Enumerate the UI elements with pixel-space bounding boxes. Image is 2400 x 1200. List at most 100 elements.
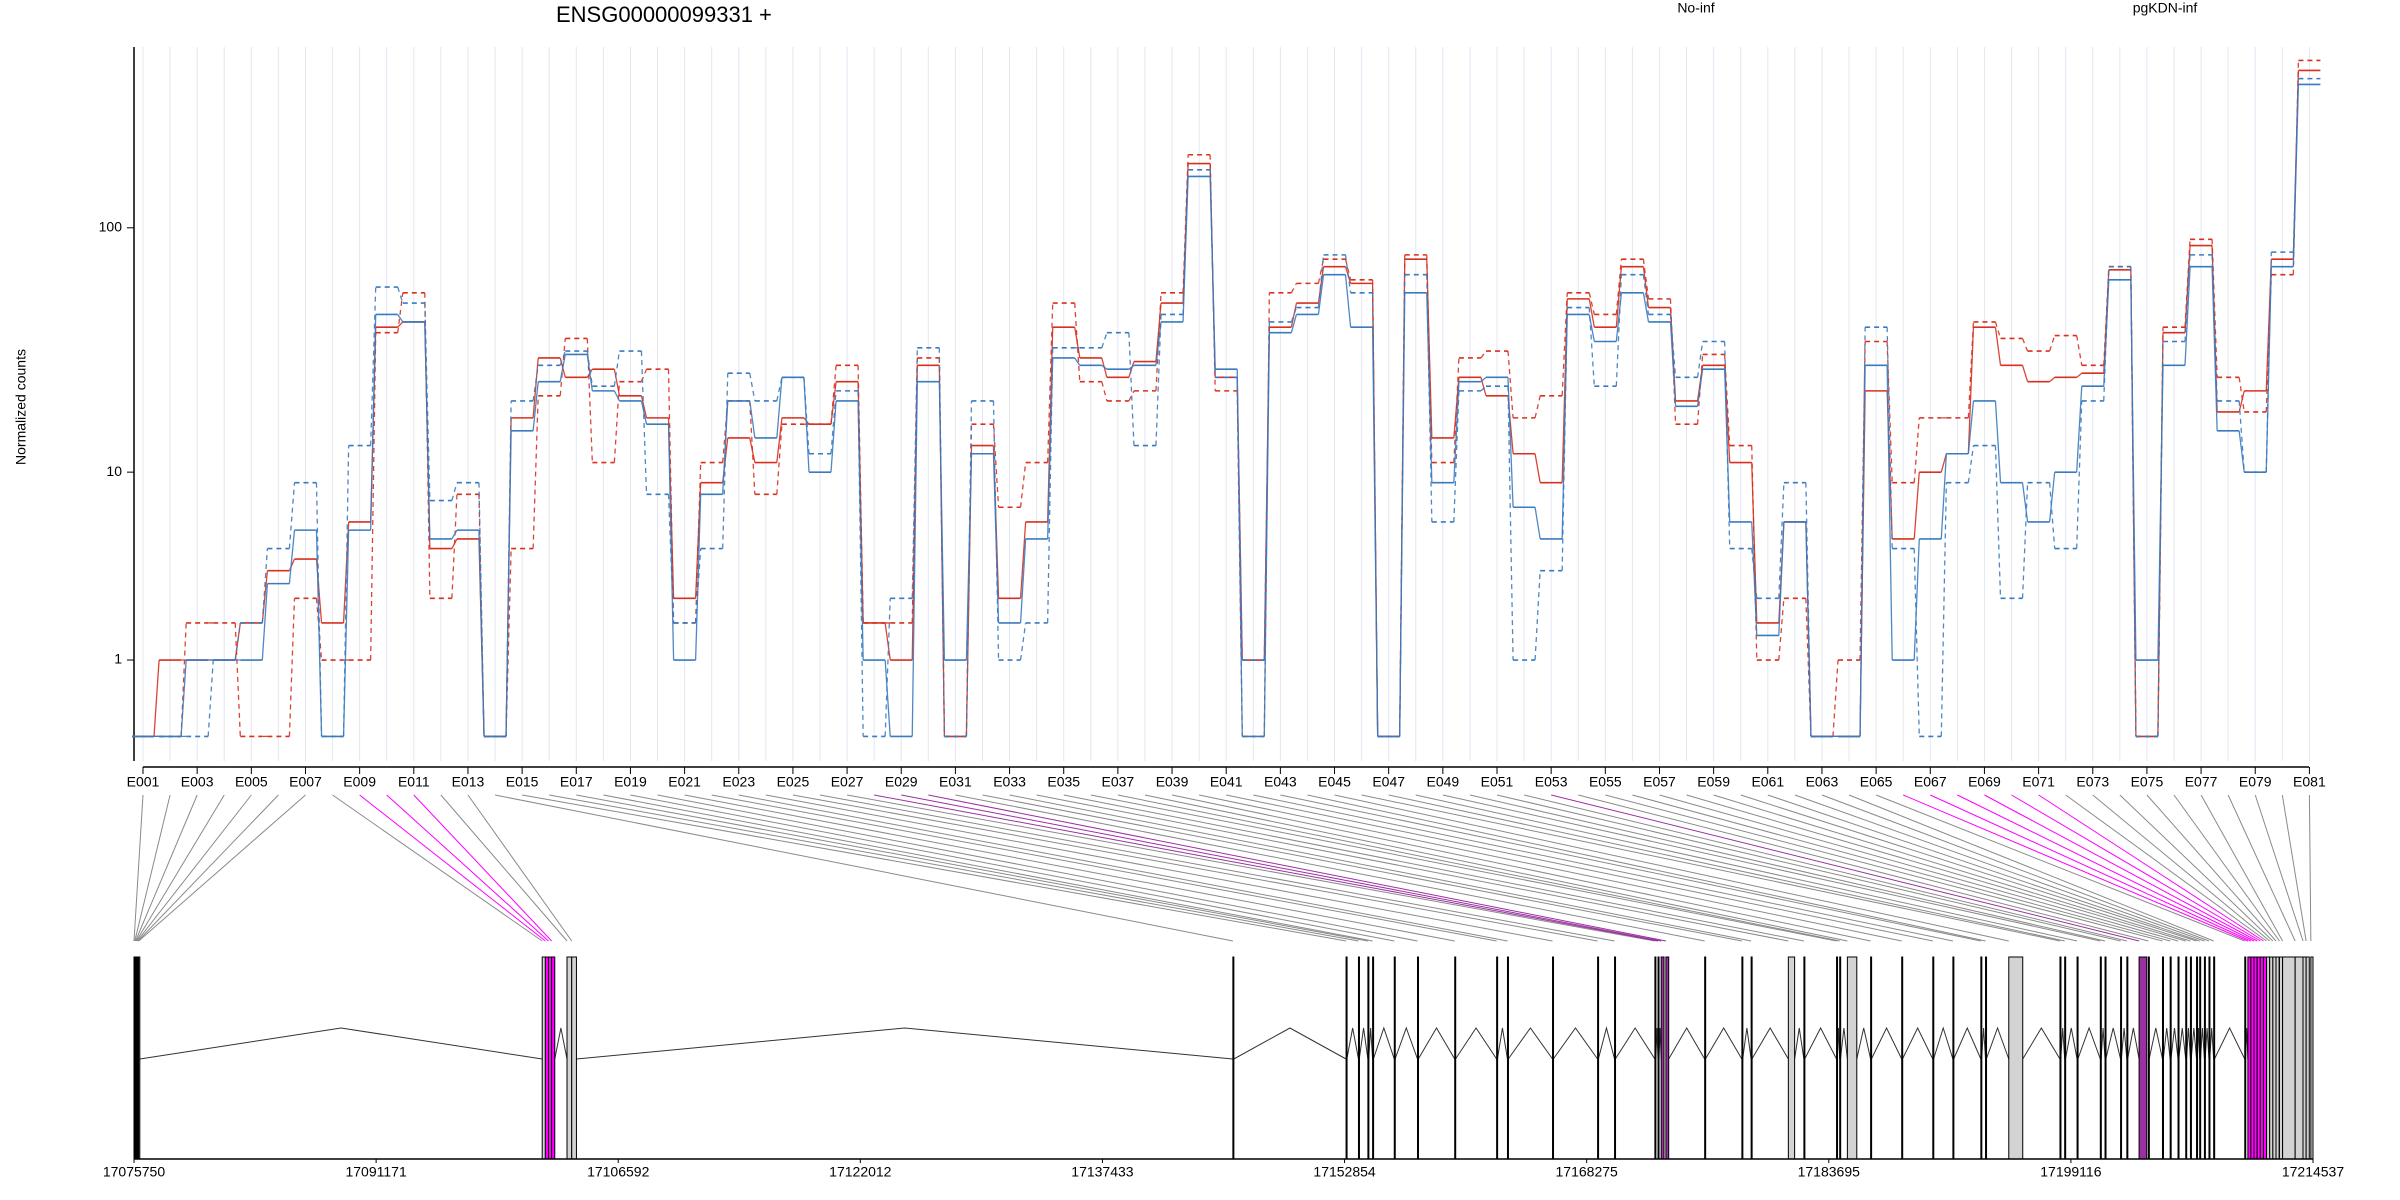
exon <box>1552 956 1555 1160</box>
exon-link <box>2227 794 2296 942</box>
exon-link <box>819 794 1615 942</box>
exon <box>571 956 577 1160</box>
exon <box>2126 956 2129 1160</box>
y-tick-label: 10 <box>106 463 122 479</box>
exon <box>566 956 573 1160</box>
y-axis-label: Normalized counts <box>13 349 29 465</box>
exon-link <box>413 794 552 942</box>
x-tick-label: E015 <box>506 774 539 790</box>
exon-link <box>1334 794 2009 942</box>
exon <box>2104 956 2107 1160</box>
exon-link <box>1226 794 1933 942</box>
exon-link <box>549 794 1359 942</box>
x-tick-label: E039 <box>1156 774 1189 790</box>
exon <box>2161 956 2164 1160</box>
genomic-tick-label: 17075750 <box>103 1164 166 1180</box>
intron <box>1394 1026 1418 1060</box>
exon <box>2064 956 2067 1160</box>
x-tick-label: E003 <box>181 774 214 790</box>
exon-link <box>135 794 225 942</box>
exon-link <box>440 794 568 942</box>
intron <box>2105 1027 2122 1060</box>
intron <box>1751 1027 1789 1060</box>
exon-link <box>2038 794 2264 942</box>
intron <box>1742 1027 1752 1060</box>
x-tick-label: E077 <box>2185 774 2218 790</box>
exon-link <box>1361 794 2061 942</box>
exon-link <box>1063 794 1804 942</box>
x-tick-label: E029 <box>885 774 918 790</box>
exon <box>1345 956 1348 1160</box>
intron <box>1233 1027 1347 1060</box>
exon-link <box>1280 794 1981 942</box>
exon-link <box>1632 794 2171 942</box>
intron <box>1552 1027 1598 1060</box>
exon <box>2099 956 2102 1160</box>
genomic-tick-label: 17152854 <box>1313 1164 1376 1180</box>
x-tick-label: E067 <box>1914 774 1947 790</box>
intron <box>2178 1027 2187 1060</box>
intron <box>1597 1026 1616 1060</box>
x-tick-label: E041 <box>1210 774 1243 790</box>
exon <box>1657 956 1660 1160</box>
y-tick-label: 100 <box>99 219 123 235</box>
exon-link <box>1551 794 2140 942</box>
x-tick-label: E043 <box>1264 774 1297 790</box>
x-tick-label: E019 <box>614 774 647 790</box>
genomic-tick-label: 17168275 <box>1556 1164 1619 1180</box>
exon <box>1846 956 1858 1160</box>
x-tick-label: E007 <box>289 774 322 790</box>
exon <box>1901 956 1904 1160</box>
exon <box>1393 956 1396 1160</box>
genomic-tick-label: 17106592 <box>587 1164 650 1180</box>
exon-link <box>576 794 1368 942</box>
exon-link <box>1307 794 1986 942</box>
exon-link <box>1469 794 2106 942</box>
intron <box>2170 1027 2179 1060</box>
exon-link <box>874 794 1659 942</box>
exon-link <box>1659 794 2179 942</box>
exon <box>1660 956 1665 1160</box>
exon-link <box>386 794 549 942</box>
intron <box>1902 1026 1934 1060</box>
exon <box>1665 956 1670 1160</box>
exon-link <box>1199 794 1902 942</box>
exon-link <box>2092 794 2271 942</box>
exon <box>1506 956 1509 1160</box>
exon <box>2008 956 2024 1160</box>
exon <box>1614 956 1617 1160</box>
x-tick-label: E051 <box>1481 774 1514 790</box>
exon <box>2196 956 2199 1160</box>
exon-link <box>1875 794 2245 942</box>
exon-link <box>792 794 1598 942</box>
exon-link <box>2173 794 2280 942</box>
exon-link <box>630 794 1395 942</box>
exon-link <box>928 794 1666 942</box>
exon <box>1980 956 1983 1160</box>
exon-link <box>1253 794 1953 942</box>
intron <box>1985 1026 2010 1060</box>
exon-link <box>1578 794 2149 942</box>
exon-link <box>1686 794 2186 942</box>
exon-link <box>1605 794 2163 942</box>
exon <box>2185 956 2188 1160</box>
intron <box>554 1027 568 1060</box>
exon <box>1654 956 1657 1160</box>
exon-link <box>1171 794 1871 942</box>
exon <box>1750 956 1753 1160</box>
exon-link <box>711 794 1497 942</box>
exon <box>2310 956 2314 1160</box>
intron <box>2162 1027 2171 1060</box>
intron <box>1358 1027 1369 1060</box>
intron <box>1417 1027 1456 1060</box>
exon-link <box>1144 794 1848 942</box>
x-tick-label: E069 <box>1968 774 2001 790</box>
intron <box>2077 1026 2101 1060</box>
intron <box>2022 1027 2061 1060</box>
exon-link <box>1848 794 2214 942</box>
intron <box>1507 1027 1553 1060</box>
exon-link <box>1496 794 2121 942</box>
y-tick-label: 1 <box>114 651 122 667</box>
